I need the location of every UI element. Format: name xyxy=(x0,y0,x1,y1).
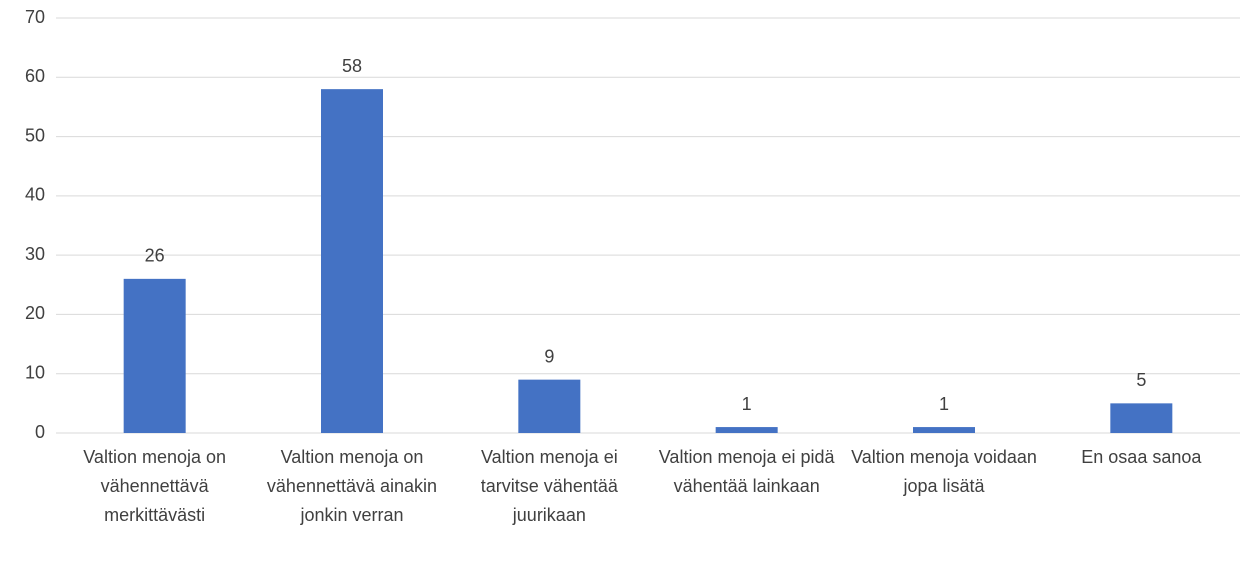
y-tick-label: 30 xyxy=(25,244,45,264)
data-label: 1 xyxy=(939,394,949,414)
bar xyxy=(1110,403,1173,433)
bar xyxy=(518,379,581,433)
data-label: 5 xyxy=(1136,370,1146,390)
data-label: 1 xyxy=(742,394,752,414)
bar xyxy=(321,89,383,434)
x-tick-label: Valtion menoja on vähennettävä ainakin j… xyxy=(266,447,438,525)
x-tick-label: Valtion menoja voidaan jopa lisätä xyxy=(851,447,1037,496)
y-tick-label: 50 xyxy=(25,125,45,145)
bar xyxy=(715,427,778,433)
bar xyxy=(123,278,186,433)
bar xyxy=(913,427,975,433)
y-tick-label: 40 xyxy=(25,185,45,205)
y-tick-label: 70 xyxy=(25,7,45,27)
y-tick-label: 20 xyxy=(25,303,45,323)
x-tick-label: En osaa sanoa xyxy=(1081,447,1202,467)
x-tick-label: Valtion menoja ei pidä vähentää lainkaan xyxy=(658,447,835,496)
y-tick-label: 0 xyxy=(35,422,45,442)
data-label: 9 xyxy=(544,346,554,366)
y-tick-label: 60 xyxy=(25,66,45,86)
y-tick-label: 10 xyxy=(25,362,45,382)
x-tick-label: Valtion menoja on vähennettävä merkittäv… xyxy=(83,447,227,525)
x-tick-label: Valtion menoja ei tarvitse vähentää juur… xyxy=(480,447,618,525)
data-label: 26 xyxy=(145,246,165,266)
data-label: 58 xyxy=(342,56,362,76)
